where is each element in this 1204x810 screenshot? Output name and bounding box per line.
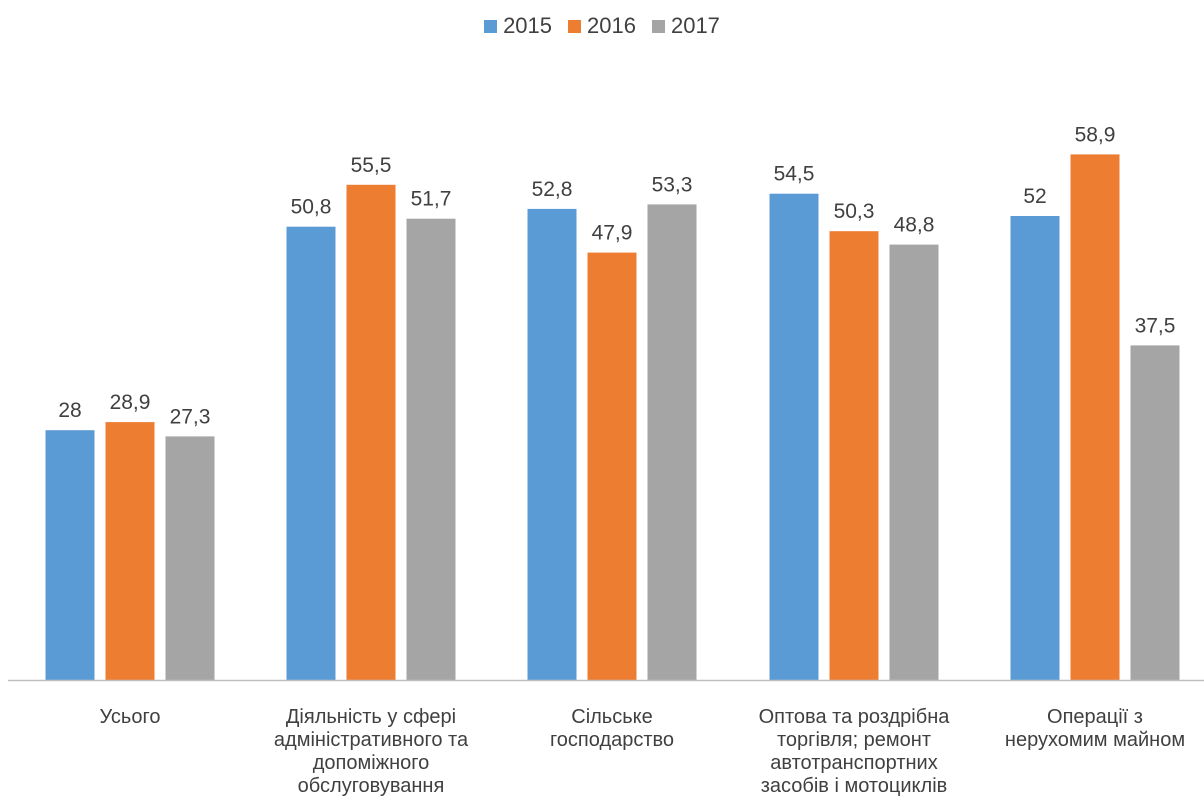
bar-2016-2 (587, 252, 637, 680)
bar-2016-0 (105, 422, 155, 680)
category-label-total: Усього (99, 706, 161, 728)
legend-item-2017: 2017 (651, 13, 720, 39)
data-label-2017-0: 27,3 (170, 405, 211, 428)
data-label-2017-3: 48,8 (894, 214, 935, 237)
bar-2015-0 (45, 430, 95, 680)
data-label-2015-4: 52 (1023, 185, 1046, 208)
legend-label-2017: 2017 (670, 13, 720, 38)
legend-swatch-2015 (484, 19, 498, 33)
legend: 2015 2016 2017 (0, 13, 1204, 39)
bar-2017-4 (1130, 345, 1180, 680)
bar-2016-1 (346, 184, 396, 681)
bar-2017-2 (647, 204, 697, 680)
category-label-admin-services: Діяльність у сфері адміністративного та … (273, 706, 469, 797)
data-label-2016-4: 58,9 (1075, 123, 1116, 146)
data-label-2016-3: 50,3 (834, 200, 875, 223)
legend-item-2015: 2015 (484, 13, 552, 39)
data-label-2015-0: 28 (58, 399, 81, 422)
bar-2017-3 (889, 244, 939, 680)
data-label-2017-4: 37,5 (1135, 314, 1176, 337)
data-label-2016-0: 28,9 (110, 391, 151, 414)
legend-item-2016: 2016 (568, 13, 636, 39)
data-label-2015-2: 52,8 (532, 178, 573, 201)
data-label-2015-3: 54,5 (774, 163, 815, 186)
category-label-trade: Оптова та роздрібна торгівля; ремонт авт… (758, 706, 950, 797)
legend-label-2016: 2016 (587, 13, 636, 38)
category-label-real-estate: Операції з нерухомим майном (1004, 706, 1186, 751)
data-label-2017-1: 51,7 (411, 188, 452, 211)
data-label-2016-2: 47,9 (592, 222, 633, 245)
category-label-agriculture: Сільське господарство (549, 706, 675, 751)
bar-2015-2 (527, 208, 577, 680)
data-label-2016-1: 55,5 (351, 154, 392, 177)
legend-label-2015: 2015 (503, 13, 553, 38)
legend-swatch-2016 (568, 19, 582, 33)
bar-2015-1 (286, 226, 336, 680)
bar-2015-4 (1010, 216, 1060, 680)
bar-2016-3 (829, 231, 879, 680)
data-label-2015-1: 50,8 (291, 196, 332, 219)
bar-2017-0 (165, 436, 215, 680)
bar-2016-4 (1070, 154, 1120, 680)
data-label-2017-2: 53,3 (652, 173, 693, 196)
bar-2015-3 (769, 193, 819, 680)
legend-swatch-2017 (651, 19, 665, 33)
bar-2017-1 (406, 218, 456, 680)
